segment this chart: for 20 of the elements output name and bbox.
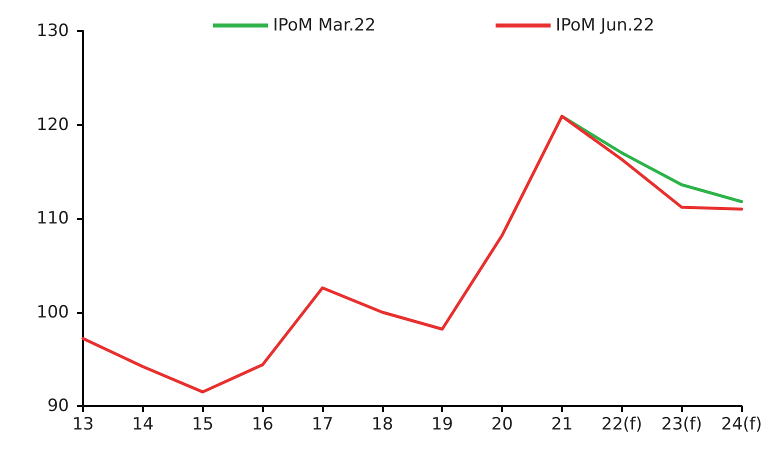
y-tick-label: 110: [36, 208, 69, 228]
x-tick-label: 24(f): [721, 414, 762, 434]
x-tick-label: 22(f): [601, 414, 642, 434]
line-series: [82, 114, 744, 394]
x-tick-label: 19: [431, 414, 454, 434]
y-tick-label: 130: [36, 21, 69, 41]
y-tick-label: 90: [47, 396, 69, 416]
x-tick-label: 17: [312, 414, 334, 434]
x-tick-label: 15: [192, 414, 214, 434]
x-tick-label: 23(f): [661, 414, 702, 434]
legend-label: IPoM Mar.22: [273, 16, 376, 36]
y-tick-label: 120: [36, 114, 69, 135]
x-tick-label: 18: [372, 414, 394, 434]
legend-label: IPoM Jun.22: [556, 16, 654, 36]
x-tick-label: 13: [72, 414, 94, 434]
x-tick-label: 14: [132, 414, 154, 434]
y-tick-label: 100: [36, 302, 69, 322]
x-tick-label: 16: [252, 414, 274, 434]
x-tick-label: 21: [551, 414, 573, 434]
x-tick-label: 20: [491, 414, 513, 434]
